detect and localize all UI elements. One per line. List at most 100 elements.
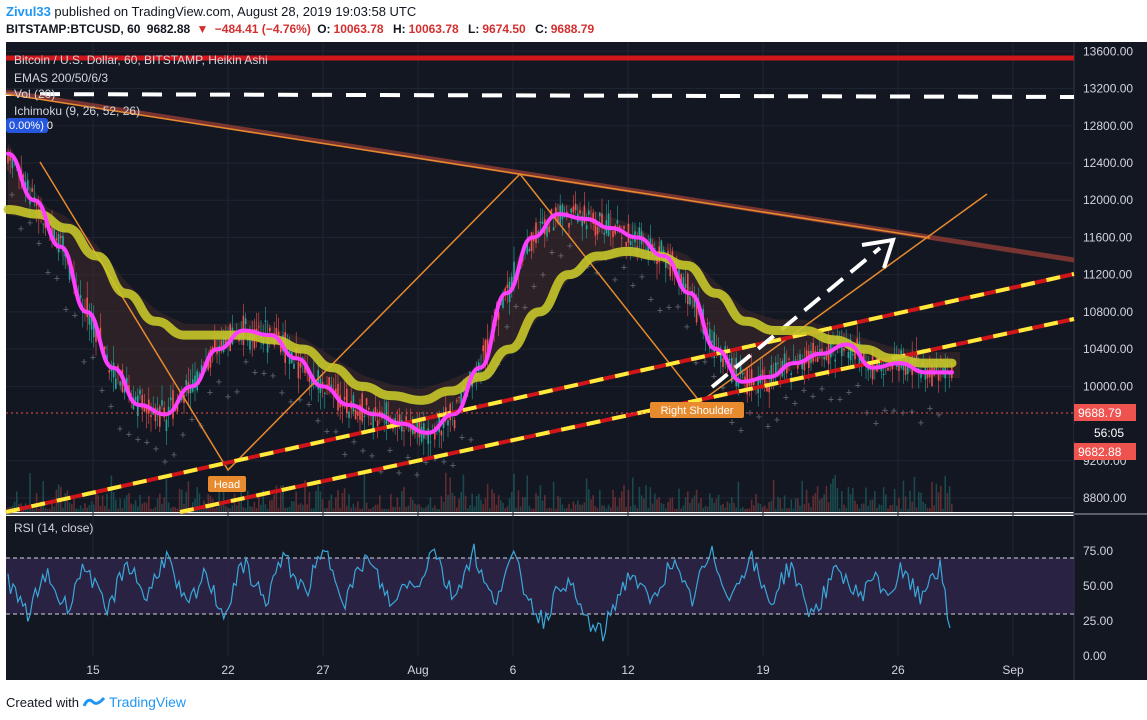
author-name[interactable]: Zivul33 (6, 4, 51, 19)
candle-body (737, 379, 740, 387)
volume-bar (464, 495, 467, 512)
open-label: O: (317, 22, 331, 36)
volume-bar (359, 508, 361, 512)
neckline-upper[interactable] (5, 93, 931, 239)
volume-bar (797, 498, 799, 512)
candle-body (429, 441, 432, 443)
volume-bar (869, 500, 872, 512)
volume-bar (852, 488, 854, 512)
ichimoku-label[interactable]: Ichimoku (9, 26, 52, 26) (14, 104, 140, 118)
volume-bar (346, 505, 348, 512)
cross-marker: + (900, 408, 906, 420)
white-dashed-line[interactable] (5, 92, 1075, 99)
candle-body (583, 205, 586, 224)
volume-bar (255, 507, 258, 512)
volume-bar (830, 483, 832, 512)
candle-body (548, 226, 550, 232)
cross-marker: + (657, 305, 663, 317)
candle-body (27, 180, 29, 191)
volume-bar (768, 502, 770, 512)
candle-body (225, 335, 227, 346)
volume-bar (266, 508, 269, 512)
candle-body (871, 350, 874, 380)
volume-bar (863, 503, 865, 512)
volume-bar (733, 502, 735, 512)
volume-bar (530, 508, 533, 512)
volume-bar (918, 491, 920, 512)
volume-bar (698, 503, 700, 512)
channel-upper-dash[interactable] (5, 272, 1075, 514)
cross-marker: + (261, 368, 267, 380)
volume-bar (847, 486, 850, 512)
right-shoulder-annotation[interactable]: Right Shoulder (650, 402, 744, 418)
candle-body (9, 154, 11, 161)
ema-50-line[interactable] (6, 151, 954, 435)
volume-bar (75, 508, 77, 512)
projection-arrow[interactable] (710, 246, 882, 389)
volume-bar (376, 504, 379, 512)
volume-bar (931, 482, 933, 512)
time-axis[interactable] (6, 656, 1147, 680)
candle-body (275, 328, 278, 340)
created-with-text: Created with (6, 694, 79, 710)
volume-bar (812, 495, 814, 512)
channel-lower-dash[interactable] (179, 317, 1075, 514)
candle-body (709, 328, 711, 349)
candle-body (156, 408, 159, 411)
price-axis[interactable] (1074, 42, 1147, 656)
cross-marker: + (72, 310, 78, 322)
volume-bar (599, 490, 601, 512)
volume-bar (596, 508, 599, 512)
volume-bar (621, 491, 623, 512)
candle-body (150, 415, 152, 418)
candle-body (341, 405, 344, 407)
volume-bar (948, 486, 951, 512)
volume-bar (104, 505, 106, 512)
volume-bar (112, 491, 115, 512)
volume-bar (843, 504, 845, 512)
emas-label[interactable]: EMAS 200/50/6/3 (14, 71, 108, 85)
volume-bar (291, 501, 293, 512)
volume-bar (434, 505, 436, 512)
volume-bar (240, 490, 242, 512)
volume-bar (546, 508, 548, 512)
chart-area[interactable]: ++ +++ ++++ ++++ + + ++++++++++ +++ + +++ + +++ ++++… (0, 42, 1147, 688)
candle-body (330, 384, 333, 389)
volume-bar (319, 491, 322, 512)
rsi-title[interactable]: RSI (14, close) (14, 521, 93, 535)
ema-200-line[interactable] (3, 205, 957, 405)
volume-bar (427, 504, 429, 512)
candle-body (669, 260, 671, 277)
volume-bar (350, 507, 352, 512)
volume-bar (383, 508, 385, 512)
ema-lines (3, 151, 957, 435)
candle-body (504, 288, 506, 294)
volume-bar (616, 506, 619, 512)
candle-body (695, 298, 698, 323)
candle-body (775, 362, 777, 376)
cross-marker: + (729, 417, 735, 429)
tradingview-brand[interactable]: TradingView (108, 694, 187, 710)
rsi-line[interactable] (7, 543, 951, 642)
candle-body (801, 359, 803, 370)
last-price-badge: 9682.88 (1078, 445, 1122, 459)
volume-bar (902, 480, 905, 512)
vol-label[interactable]: Vol (20) (14, 87, 55, 101)
candle-body (416, 421, 418, 428)
volume-bar (610, 507, 612, 512)
candle-body (812, 342, 814, 362)
volume-bar (566, 507, 568, 512)
volume-bar (667, 501, 669, 512)
cross-marker: + (549, 247, 555, 259)
volume-bar (704, 505, 707, 512)
volume-bar (786, 508, 788, 512)
candle-body (258, 326, 260, 328)
volume-bar (106, 493, 108, 512)
volume-bar (304, 480, 306, 512)
cross-marker: + (81, 356, 87, 368)
head-annotation[interactable]: Head (208, 476, 246, 492)
volume-bar (493, 493, 495, 512)
candle-body (497, 311, 500, 320)
volume-bar (143, 502, 146, 512)
volume-bar (440, 496, 443, 512)
